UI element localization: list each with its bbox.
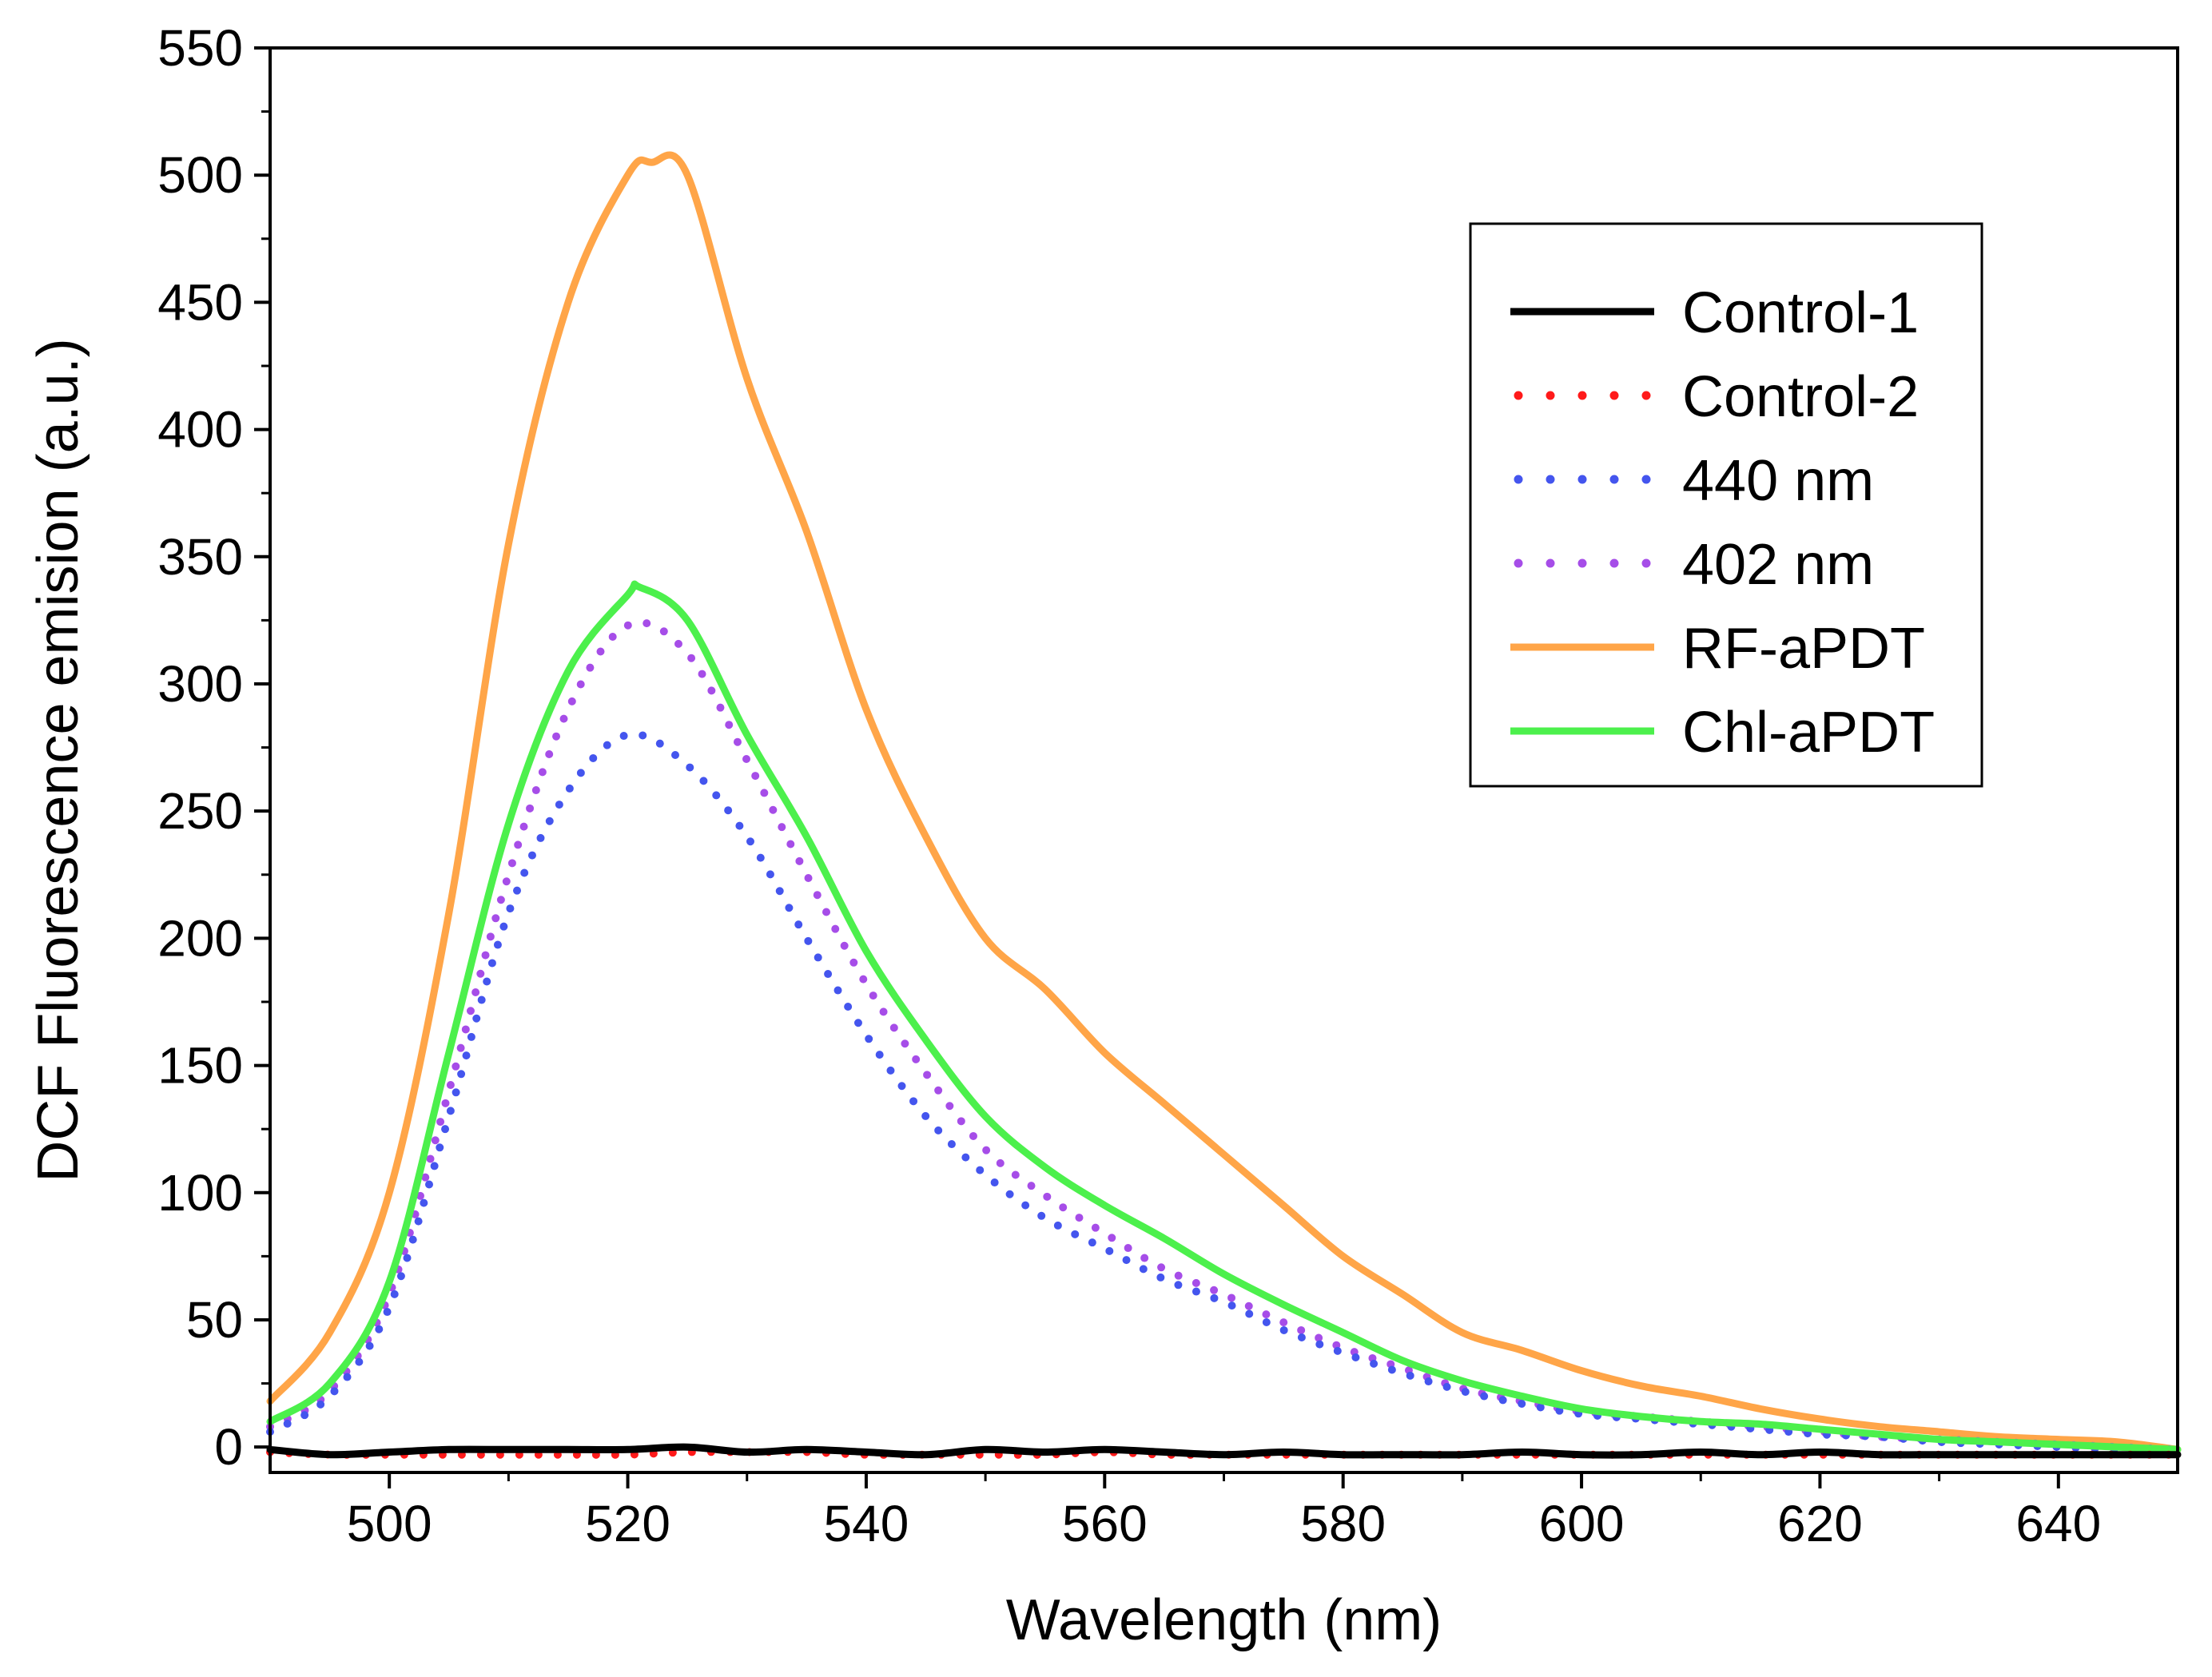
y-tick-label: 250 [157,782,243,840]
legend-box [1469,222,1983,788]
x-tick-label: 640 [2015,1495,2101,1552]
x-tick-label: 620 [1777,1495,1863,1552]
series-line-440-nm [266,729,2182,1456]
series-line-rf-apdt [266,151,2182,1453]
y-tick-label: 400 [157,401,243,459]
x-tick-label: 600 [1539,1495,1625,1552]
x-tick-label: 540 [824,1495,909,1552]
y-tick-label: 500 [157,146,243,204]
legend-label: 440 nm [1682,449,1874,513]
x-tick-label: 520 [585,1495,670,1552]
y-tick-label: 450 [157,273,243,331]
y-tick-label: 100 [157,1164,243,1222]
legend-label: Chl-aPDT [1682,701,1935,765]
legend-label: RF-aPDT [1682,617,1925,681]
y-tick-label: 200 [157,909,243,967]
y-tick-label: 300 [157,655,243,713]
y-tick-label: 550 [157,19,243,77]
series-layer [266,151,2182,1459]
y-tick-label: 350 [157,528,243,586]
legend-label: 402 nm [1682,533,1874,597]
series-line-chl-apdt [266,580,2182,1453]
legend-label: Control-2 [1682,365,1919,429]
y-tick-label: 150 [157,1037,243,1095]
y-tick-label: 0 [214,1418,243,1476]
y-axis-title: DCF Fluorescence emision (a.u.) [26,338,90,1182]
x-tick-label: 500 [347,1495,432,1552]
y-tick-label: 50 [186,1291,243,1349]
series-line-control-1 [266,1443,2182,1459]
x-tick-label: 560 [1062,1495,1148,1552]
x-axis: 500 520 540 560 580 600 620 640 [347,1472,2101,1552]
legend: Control-1 Control-2 440 nm 402 nm RF-aPDT Chl… [1469,222,1983,788]
y-axis: 0 50 100 150 200 250 300 350 400 450 500 550 [157,19,270,1476]
legend-label: Control-1 [1682,281,1919,345]
x-axis-title: Wavelength (nm) [1006,1588,1442,1652]
x-tick-label: 580 [1300,1495,1386,1552]
